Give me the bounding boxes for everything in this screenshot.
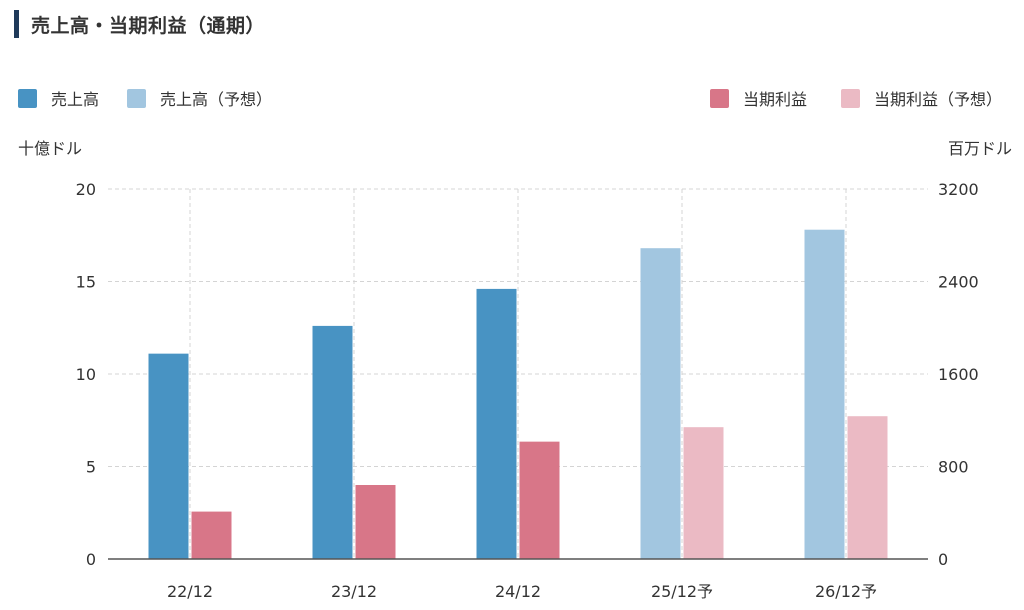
y-left-tick-label: 10: [76, 365, 96, 384]
y-left-tick-label: 15: [76, 273, 96, 292]
x-tick-label: 26/12予: [815, 582, 877, 601]
y-left-unit-label: 十億ドル: [18, 139, 83, 158]
bar-sales: [148, 353, 189, 559]
legend-item-profit[interactable]: 当期利益: [709, 86, 807, 110]
y-right-tick-label: 3200: [938, 180, 979, 199]
y-right-tick-label: 0: [938, 550, 948, 569]
y-right-unit-label: 百万ドル: [947, 139, 1012, 158]
legend-item-sales[interactable]: 売上高: [18, 86, 99, 110]
y-left-tick-label: 0: [86, 550, 96, 569]
bar-sales: [804, 229, 845, 559]
legend-right: 当期利益 当期利益（予想）: [676, 86, 1002, 110]
y-left-tick-label: 20: [76, 180, 96, 199]
x-tick-label: 23/12: [331, 582, 377, 601]
bar-profit: [355, 485, 396, 559]
x-tick-label: 25/12予: [651, 582, 713, 601]
legend-label-profit-forecast: 当期利益（予想）: [873, 90, 1002, 109]
legend-label-sales-forecast: 売上高（予想）: [160, 90, 273, 109]
legend-swatch-profit-forecast: [840, 88, 860, 108]
y-right-tick-label: 2400: [938, 273, 979, 292]
legend-label-profit: 当期利益: [742, 90, 807, 109]
bar-profit: [683, 427, 724, 559]
bar-profit: [191, 511, 232, 559]
bar-sales: [312, 325, 353, 559]
chart-title-bar: 売上高・当期利益（通期）: [14, 10, 265, 38]
x-tick-label: 24/12: [495, 582, 541, 601]
y-left-tick-label: 5: [86, 458, 96, 477]
legend-swatch-sales: [18, 88, 37, 108]
legend-left: 売上高 売上高（予想）: [18, 86, 300, 110]
chart-title: 売上高・当期利益（通期）: [31, 14, 266, 37]
title-accent-bar: [14, 10, 19, 38]
legend-item-sales-forecast[interactable]: 売上高（予想）: [127, 86, 272, 110]
y-right-tick-label: 800: [938, 458, 969, 477]
bar-profit: [847, 416, 888, 559]
legend-label-sales: 売上高: [51, 90, 100, 109]
legend-swatch-sales-forecast: [127, 88, 147, 108]
bar-profit: [519, 441, 560, 559]
legend-swatch-profit: [709, 88, 729, 108]
bar-sales: [476, 288, 517, 559]
legend-item-profit-forecast[interactable]: 当期利益（予想）: [840, 86, 1002, 110]
x-tick-label: 22/12: [167, 582, 213, 601]
bar-sales: [640, 248, 681, 559]
y-right-tick-label: 1600: [938, 365, 979, 384]
